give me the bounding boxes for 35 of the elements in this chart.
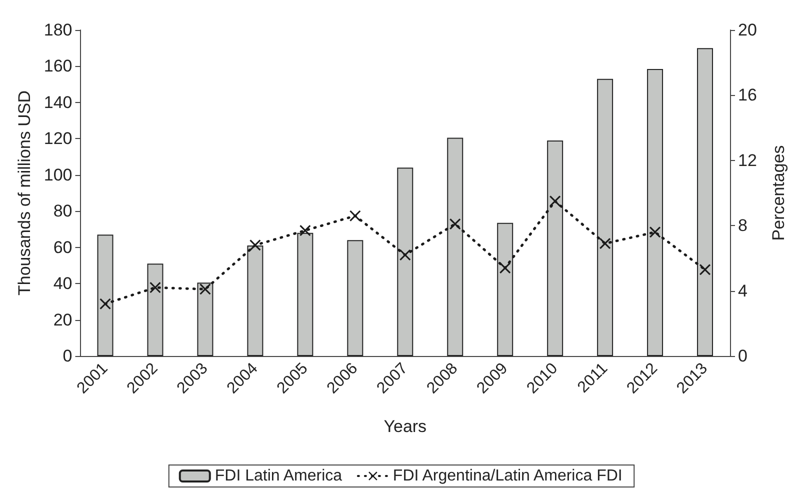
y-tick-label: 180 <box>44 20 72 40</box>
y-tick-label: 20 <box>53 310 72 330</box>
point <box>250 240 261 251</box>
y2-axis-title: Percentages <box>769 145 788 241</box>
point <box>450 218 461 230</box>
y2-tick-label: 12 <box>738 150 757 170</box>
y-tick-label: 100 <box>44 165 72 184</box>
point <box>500 262 511 274</box>
point <box>100 298 111 310</box>
point <box>400 249 411 260</box>
y2-tick-label: 20 <box>738 20 757 40</box>
y-tick-label: 80 <box>53 202 72 221</box>
legend-label: FDI Argentina/Latin America FDI <box>392 468 622 484</box>
point <box>200 284 211 295</box>
point <box>350 210 361 222</box>
x-axis-title: Years <box>384 417 427 436</box>
point <box>300 224 311 236</box>
y-axis-title: Thousands of millions USD <box>15 90 34 296</box>
y-tick-label: 40 <box>53 274 72 294</box>
y-tick-label: 0 <box>62 346 72 366</box>
point <box>650 226 661 238</box>
point <box>550 196 561 207</box>
y-tick-label: 120 <box>44 129 72 148</box>
y-tick-label: 160 <box>44 56 72 76</box>
y2-tick-label: 16 <box>738 86 757 105</box>
y-tick-label: 140 <box>44 92 72 112</box>
bar <box>347 240 364 356</box>
y2-tick-label: 4 <box>738 281 748 300</box>
point <box>150 282 161 294</box>
y2-tick-label: 0 <box>738 346 748 366</box>
y2-tick-label: 8 <box>738 216 748 236</box>
legend-label: FDI Latin America <box>214 468 342 484</box>
point <box>600 238 611 250</box>
point <box>700 264 711 276</box>
y-tick-label: 60 <box>53 238 72 257</box>
